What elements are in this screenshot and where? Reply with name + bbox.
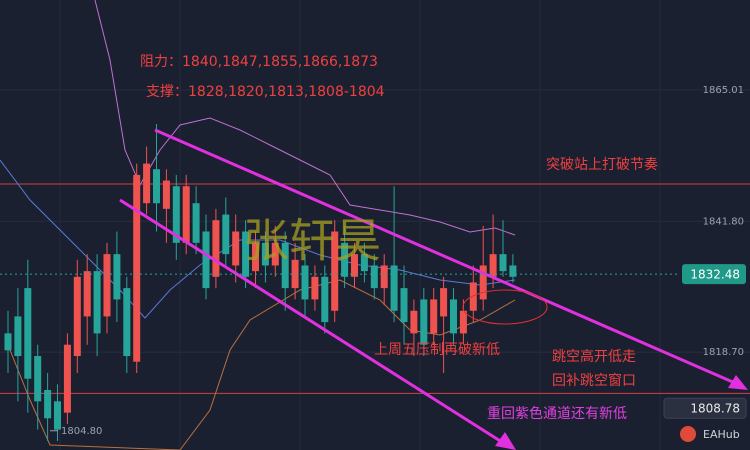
candle-body — [143, 163, 151, 204]
candle-body — [430, 299, 438, 334]
candle-body — [360, 254, 368, 272]
candle-body — [499, 254, 507, 272]
current-price-label: 1832.48 — [690, 268, 740, 282]
candle-body — [14, 316, 22, 357]
candle-body — [242, 231, 250, 277]
candle-body — [311, 276, 319, 300]
candle-body — [400, 288, 408, 323]
candle-body — [93, 271, 101, 334]
bollinger-lower — [9, 279, 516, 450]
annotation: 支撑：1828,1820,1813,1808-1804 — [146, 84, 385, 100]
candle-body — [34, 356, 42, 402]
candle-body — [103, 254, 111, 317]
candle-body — [271, 242, 279, 266]
candle-body — [172, 186, 180, 243]
candle-body — [212, 220, 220, 277]
candle-body — [232, 231, 240, 266]
candle-body — [341, 242, 349, 277]
candle-body — [4, 333, 12, 351]
candle-body — [123, 288, 131, 357]
arrow-head — [495, 432, 516, 450]
gap-ellipse — [462, 289, 548, 325]
candle-body — [459, 310, 467, 334]
candle-body — [261, 242, 269, 266]
arrow-head — [728, 375, 748, 390]
candle-body — [380, 265, 388, 289]
bollinger-mid — [0, 159, 516, 319]
candle-body — [202, 231, 210, 289]
candle-body — [24, 288, 32, 379]
candle-body — [509, 265, 517, 277]
candle-body — [281, 242, 289, 289]
candle-body — [113, 254, 121, 300]
annotation: 回补跳空窗口 — [552, 372, 636, 389]
annotation: 跳空高开低走 — [552, 348, 636, 365]
candle-body — [301, 265, 309, 300]
current-price-box — [682, 264, 746, 285]
annotation: 重回紫色通道还有新低 — [487, 405, 627, 422]
annotation: 阻力：1840,1847,1855,1866,1873 — [140, 54, 378, 70]
trend-line-lower — [119, 198, 506, 446]
y-tick-label: 1841.80 — [703, 216, 744, 227]
candle-body — [222, 214, 230, 255]
candle-body — [469, 282, 477, 311]
annotation: 上周五压制再破新低 — [374, 342, 500, 358]
candle-body — [192, 203, 200, 243]
candle-body — [390, 265, 398, 311]
candle-body — [331, 231, 339, 311]
marker-price-box — [663, 397, 747, 419]
candle-body — [440, 288, 448, 317]
candle-body — [83, 271, 91, 317]
brand: EAHub — [703, 428, 740, 441]
candle-body — [450, 299, 457, 334]
candle-body — [182, 186, 190, 243]
candle-body — [370, 265, 378, 289]
candle-body — [252, 242, 259, 272]
candle-body — [479, 265, 487, 300]
marker-price-label: 1808.78 — [690, 402, 740, 416]
candle-body — [44, 390, 52, 419]
candle-body — [73, 276, 81, 357]
candle-body — [489, 254, 497, 277]
candle-body — [162, 180, 170, 209]
low-label: 1804.80 — [61, 426, 102, 437]
y-tick-label: 1865.01 — [703, 85, 744, 96]
candle-body — [153, 169, 160, 204]
candle-body — [133, 174, 141, 362]
watermark: 张轩昊 — [243, 214, 381, 268]
brand-icon — [680, 426, 696, 442]
candle-body — [351, 254, 358, 277]
trend-line-upper — [154, 128, 736, 385]
candle-body — [63, 344, 71, 413]
candle-body — [420, 299, 428, 345]
candle-body — [54, 401, 61, 430]
candle-body — [410, 310, 418, 334]
candle-body — [321, 276, 329, 323]
y-tick-label: 1818.70 — [703, 347, 744, 358]
annotation: 突破站上打破节奏 — [546, 156, 658, 173]
